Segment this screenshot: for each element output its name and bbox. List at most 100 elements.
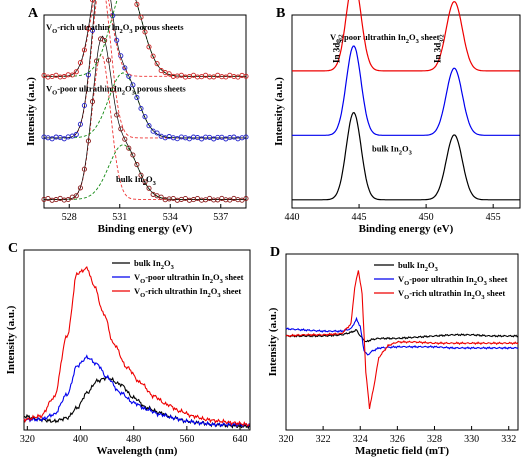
data-point — [77, 185, 83, 191]
data-point — [186, 197, 192, 203]
data-point — [45, 195, 51, 202]
data-point — [134, 162, 140, 168]
legend-label-part: V — [134, 286, 141, 296]
data-point — [207, 195, 213, 201]
peak-label-sub: 5/2 — [338, 34, 345, 42]
fit-envelope-line — [44, 0, 246, 139]
x-tick-label: 400 — [73, 434, 88, 445]
legend-label-part: sheet — [221, 286, 242, 296]
plot-frame — [23, 249, 251, 431]
x-tick-label: 324 — [353, 434, 368, 445]
series-label-part: 2 — [399, 150, 402, 157]
series-label-part: V — [46, 22, 53, 32]
data-point — [85, 72, 91, 78]
data-point — [102, 37, 108, 44]
panel-label: D — [270, 245, 280, 260]
data-point — [110, 87, 116, 93]
x-axis-label: Binding energy (eV) — [359, 223, 454, 235]
series-label: VO-poor ultrathin In2O3 sheet — [330, 32, 440, 45]
legend-label-part: -rich ultrathin In — [145, 286, 208, 296]
panel-c: 320 400 480 560 640 Wavelength (nm) Intensity … — [5, 241, 251, 457]
legend-label-part: sheet — [487, 274, 508, 284]
series-line — [292, 45, 520, 136]
data-point — [235, 136, 241, 142]
x-tick-label: 455 — [486, 212, 501, 223]
data-point — [146, 185, 152, 191]
panel-a: 528 531 534 537 Binding energy (eV) Intensity… — [25, 0, 249, 235]
data-point — [142, 179, 148, 185]
series-label: bulk In2O3 — [116, 174, 157, 187]
legend-label-part: 2 — [425, 266, 428, 273]
legend-label-part: 3 — [484, 280, 488, 287]
data-point — [138, 14, 144, 20]
panel-label: A — [28, 6, 39, 21]
data-point — [194, 195, 201, 202]
legend-label-part: O — [404, 294, 409, 301]
data-point — [146, 123, 152, 129]
data-point — [118, 53, 124, 59]
data-point — [239, 72, 245, 78]
data-point — [122, 136, 128, 142]
data-point — [65, 72, 71, 78]
data-point — [110, 13, 116, 19]
data-point — [146, 44, 152, 50]
panel-label: B — [276, 6, 285, 21]
data-point — [154, 61, 160, 67]
data-point — [77, 60, 83, 66]
x-tick-label: 450 — [419, 212, 434, 223]
legend-label-part: 2 — [472, 294, 475, 301]
series-label-part: O — [125, 83, 132, 93]
x-tick-label: 332 — [501, 434, 516, 445]
series-label-part: porous sheets — [135, 83, 187, 93]
series-label: VO-poor ultrathin In2O3 porous sheets — [46, 83, 186, 96]
series-label-part: 3 — [416, 38, 420, 45]
data-point — [126, 73, 132, 79]
data-point — [154, 130, 160, 136]
data-point — [166, 134, 172, 140]
series-label-part: 3 — [132, 89, 136, 96]
legend-label-part: O — [477, 274, 484, 284]
legend-label-part: sheet — [485, 288, 506, 298]
series-label-part: V — [46, 83, 53, 93]
x-tick-label: 560 — [179, 434, 194, 445]
y-axis-label: Intensity (a.u.) — [273, 77, 285, 146]
series-line — [292, 112, 520, 201]
x-tick-label: 440 — [285, 212, 300, 223]
data-point — [138, 105, 144, 112]
x-axis-label: Binding energy (eV) — [98, 223, 193, 235]
data-point — [85, 26, 91, 32]
data-point — [174, 136, 180, 142]
data-point — [182, 195, 188, 202]
plot-frame — [291, 14, 521, 209]
series-label-part: 2 — [406, 38, 409, 45]
data-point — [215, 72, 221, 78]
data-point — [81, 102, 87, 109]
legend-label-part: sheet — [223, 272, 244, 282]
legend-label-part: 2 — [161, 264, 164, 271]
series-label-part: porous sheets — [133, 22, 185, 32]
legend-label-part: -poor ultrathin In — [409, 274, 474, 284]
series-label-part: 3 — [129, 28, 133, 35]
legend-label-part: 3 — [217, 292, 221, 299]
fit-component-line — [44, 0, 246, 77]
panel-label: C — [8, 241, 18, 256]
data-point — [243, 73, 249, 79]
x-axis-label: Magnetic field (mT) — [355, 445, 449, 457]
data-point — [150, 128, 156, 134]
data-point — [81, 166, 87, 172]
series-line — [285, 270, 519, 409]
peak-label-main: In 3d — [332, 43, 342, 63]
series-label-part: V — [330, 32, 337, 42]
x-tick-label: 537 — [213, 212, 228, 223]
legend-label-part: 2 — [208, 292, 211, 299]
series-label-part: -rich ultrathin In — [57, 22, 120, 32]
series-label-part: 2 — [143, 180, 146, 187]
legend-label-part: O — [213, 272, 220, 282]
data-point — [182, 74, 188, 80]
fit-envelope-line — [44, 35, 246, 200]
data-point — [114, 112, 120, 118]
data-point — [73, 69, 79, 75]
data-point — [158, 194, 164, 200]
